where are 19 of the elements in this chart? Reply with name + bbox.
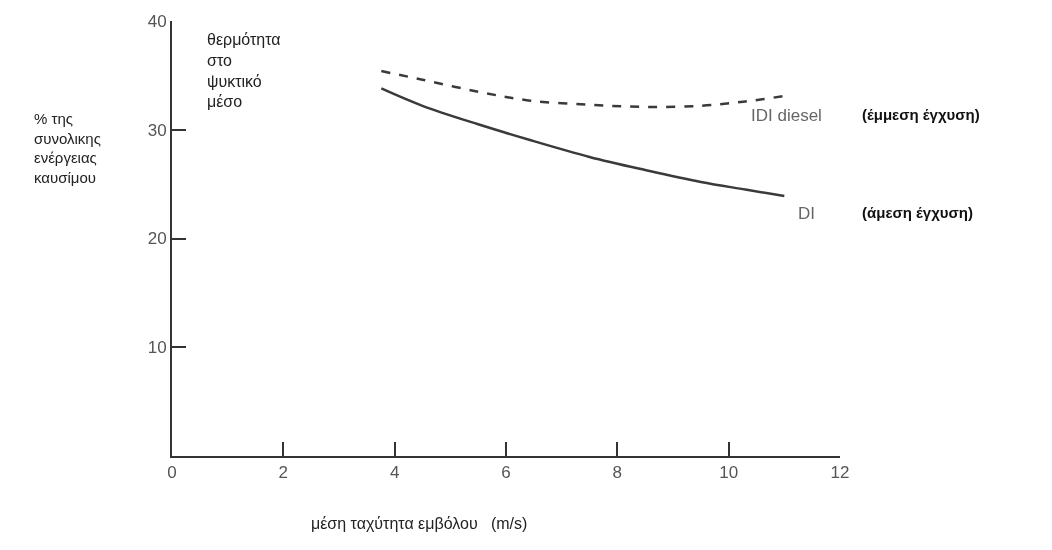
x-tick-label: 2 (278, 463, 289, 483)
y-tick-label: 40 (147, 11, 167, 31)
x-tick-label: 6 (501, 463, 511, 483)
line-series (380, 69, 786, 109)
text: (άμεση έγχυση) (862, 204, 973, 221)
series-label: IDI diesel (751, 106, 822, 125)
y-axis-title: % της συνολικης ενέργειας καυσίμου (34, 110, 101, 186)
text: (έμμεση έγχυση) (862, 106, 980, 123)
x-tick-label: 0 (167, 463, 177, 483)
annotation: θερμότητα στο ψυκτικό μέσο (207, 31, 281, 111)
x-tick-label: 10 (719, 463, 739, 483)
series-label: DI (798, 204, 815, 223)
y-tick-label: 30 (147, 120, 167, 140)
x-tick-label: 4 (389, 463, 400, 483)
x-tick-label: 8 (612, 463, 623, 483)
x-tick-label: 12 (830, 463, 850, 483)
y-tick-label: 20 (147, 229, 167, 249)
y-tick-label: 10 (147, 338, 167, 358)
x-axis-title: μέση ταχύτητα εμβόλου (m/s) (311, 515, 528, 532)
